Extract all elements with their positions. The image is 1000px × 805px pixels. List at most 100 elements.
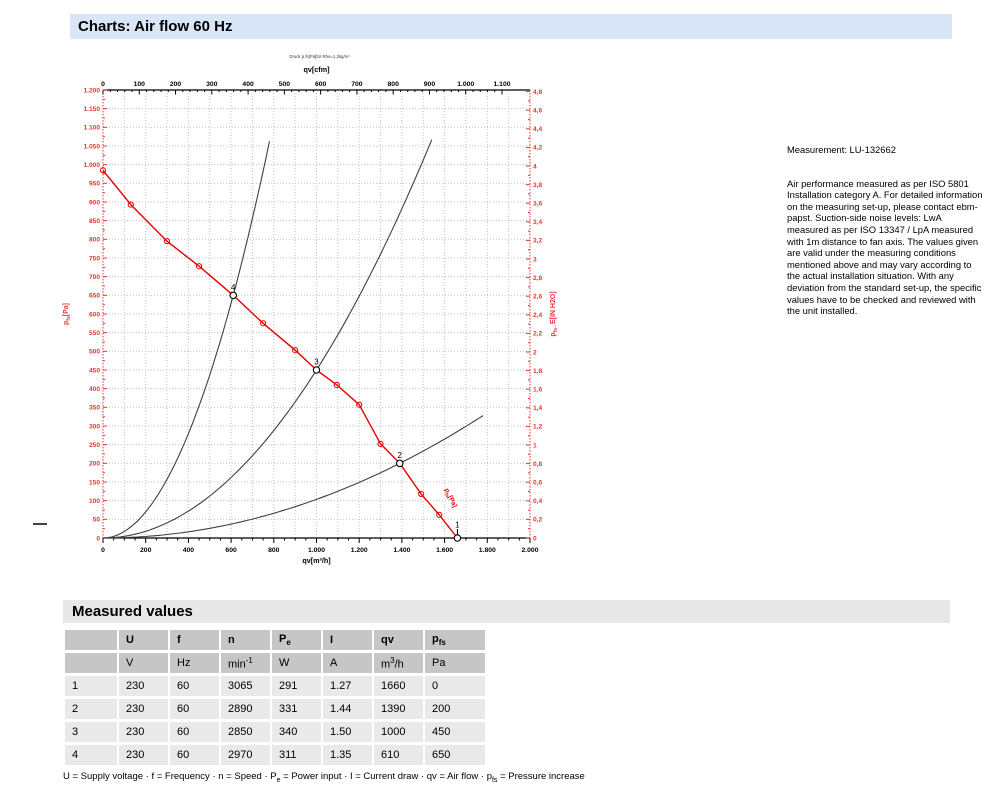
measurement-marker	[377, 440, 384, 448]
column-header: pfs	[425, 630, 485, 650]
sub-element: e	[276, 776, 281, 784]
table-cell: 2850	[221, 722, 270, 742]
right-tick-label: 0,6	[533, 480, 542, 487]
top-tick-label: 800	[388, 81, 400, 88]
left-tick-label: 900	[89, 199, 100, 206]
sub-element: e	[286, 638, 291, 648]
table-cell: 1.44	[323, 699, 372, 719]
table-cell: 311	[272, 745, 321, 765]
table-cell: 200	[425, 699, 485, 719]
table-cell: 2970	[221, 745, 270, 765]
left-axis-title: pfs[Pa]	[63, 303, 72, 325]
tspan-element: fs	[66, 316, 72, 321]
table-cell: 230	[119, 676, 168, 696]
measurement-marker	[292, 347, 299, 354]
table-cell: 1	[65, 676, 117, 696]
measurement-marker	[418, 490, 425, 498]
right-tick-label: 2,8	[533, 275, 542, 282]
top-tick-label: 400	[242, 81, 254, 88]
fan-curve-line	[102, 169, 458, 539]
right-tick-label: 3,6	[533, 201, 542, 208]
left-tick-label: 1.050	[83, 143, 100, 150]
measured-values-title: Measured values	[72, 603, 193, 620]
left-tick-label: 250	[89, 442, 100, 449]
chart-note: Druck p fs[Pa]für Rho=1,2kg/m³	[289, 54, 350, 59]
table-cell: 1.35	[323, 745, 372, 765]
table-cell: 4	[65, 745, 117, 765]
grid	[103, 90, 530, 538]
tspan-element: [Pa]	[63, 303, 70, 316]
tspan-element: _E[IN H2O]	[550, 291, 557, 329]
column-header	[65, 630, 117, 650]
right-tick-label: 0	[533, 535, 537, 542]
measurement-disclaimer: Air performance measured as per ISO 5801…	[787, 177, 983, 317]
top-tick-label: 300	[206, 81, 218, 88]
measurement-marker	[260, 320, 267, 327]
left-axis: 0 50 100 150 200 250 300 350 400 450 500 550 600 650 7…	[63, 87, 107, 542]
left-tick-label: 500	[89, 349, 100, 356]
system-curve	[102, 141, 271, 539]
measurement-marker	[195, 263, 203, 270]
left-tick-label: 0	[96, 535, 100, 542]
table-cell: 2	[65, 699, 117, 719]
text-element: pfs[Pa]	[442, 487, 458, 509]
operating-point-label-4: 4	[231, 283, 236, 292]
table-cell: 230	[119, 722, 168, 742]
column-header: qv	[374, 630, 423, 650]
left-tick-label: 400	[89, 386, 100, 393]
left-tick-label: 1.100	[83, 125, 100, 132]
table-cell: 291	[272, 676, 321, 696]
right-tick-label: 3,4	[533, 219, 542, 226]
bottom-tick-label: 1.200	[351, 547, 368, 554]
table-cell: 60	[170, 745, 219, 765]
operating-point-3	[312, 366, 321, 374]
right-tick-label: 0,4	[533, 498, 542, 505]
top-tick-label: 600	[315, 81, 327, 88]
sup-element: -1	[245, 655, 253, 665]
sub-element: fs	[438, 638, 446, 648]
system-curve	[103, 415, 484, 539]
column-header: Pe	[272, 630, 321, 650]
right-tick-label: 2,2	[533, 331, 542, 338]
right-tick-label: 2,4	[533, 312, 542, 319]
table-cell: 3	[65, 722, 117, 742]
table-cell: 0	[425, 676, 485, 696]
left-tick-label: 150	[89, 479, 100, 486]
top-tick-label: 500	[279, 81, 291, 88]
table-row: 4 230 60 2970 311 1.35 610 650	[65, 745, 485, 765]
right-axis-title: pfs_E[IN H2O]	[550, 291, 559, 336]
left-tick-label: 50	[93, 517, 101, 524]
bottom-tick-label: 1.400	[393, 547, 410, 554]
right-tick-label: 1,8	[533, 368, 542, 375]
column-unit: Hz	[170, 653, 219, 673]
right-tick-label: 4,6	[533, 108, 542, 115]
column-header: I	[323, 630, 372, 650]
left-tick-label: 300	[89, 423, 100, 430]
left-tick-label: 700	[89, 274, 100, 281]
top-axis-title: qv[cfm]	[304, 65, 330, 74]
tspan-element: p	[443, 487, 451, 494]
top-tick-label: 1.100	[494, 81, 511, 88]
left-tick-label: 850	[89, 218, 100, 225]
operating-point-label-1: 1	[455, 521, 460, 530]
table-cell: 331	[272, 699, 321, 719]
column-unit: Pa	[425, 653, 485, 673]
measurement-note: Measurement: LU-132662 Air performance m…	[787, 144, 983, 317]
table-cell: 1.27	[323, 676, 372, 696]
left-tick-label: 100	[89, 498, 100, 505]
top-tick-label: 700	[351, 81, 363, 88]
table-cell: 230	[119, 745, 168, 765]
measurement-marker	[356, 401, 363, 408]
right-tick-label: 3,2	[533, 238, 542, 245]
bottom-tick-label: 0	[101, 547, 105, 554]
sub-element: fs	[491, 776, 498, 784]
system-curve	[102, 139, 433, 539]
tspan-element: fs	[553, 328, 559, 333]
left-tick-label: 1.000	[83, 162, 100, 169]
right-tick-label: 4,2	[533, 145, 542, 152]
bottom-tick-label: 800	[268, 547, 280, 554]
top-tick-label: 900	[424, 81, 436, 88]
right-tick-label: 0,2	[533, 517, 542, 524]
table-row: 1 230 60 3065 291 1.27 1660 0	[65, 676, 485, 696]
